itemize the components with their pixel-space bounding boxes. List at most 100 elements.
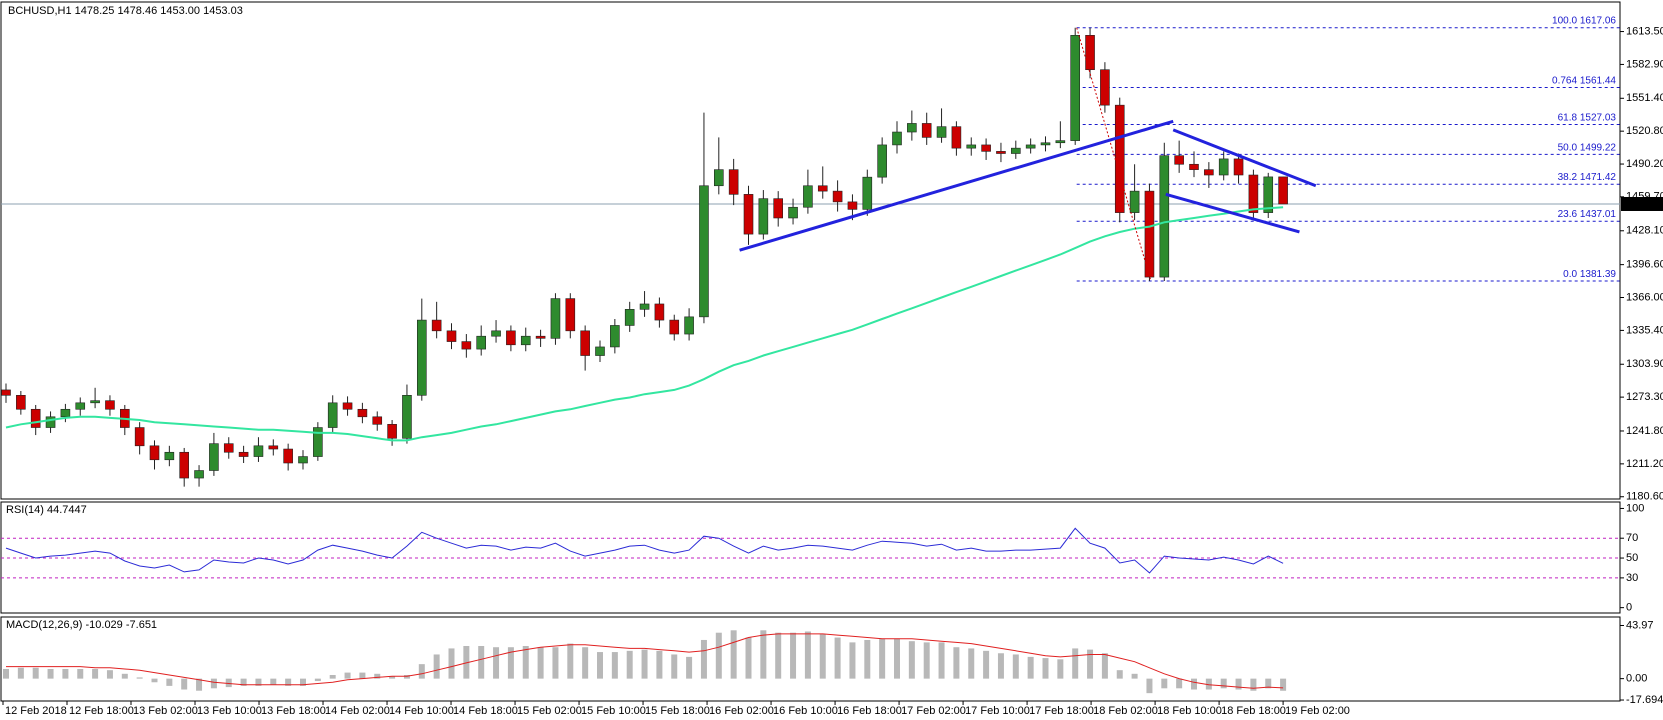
macd-bar — [1265, 678, 1272, 689]
candle-body — [862, 176, 873, 210]
macd-bar — [686, 656, 693, 679]
macd-bar — [106, 670, 113, 679]
macd-bar — [864, 639, 871, 679]
macd-bar — [151, 678, 158, 683]
macd-name: MACD(12,26,9) — [6, 619, 82, 631]
macd-bar — [225, 678, 232, 688]
y-tick-label: 0 — [1626, 602, 1632, 614]
candle-body — [75, 402, 86, 410]
candle-body — [90, 400, 100, 404]
candle-body — [788, 206, 798, 219]
x-tick-label: 18 Feb 18:00 — [1221, 705, 1286, 717]
x-tick-label: 14 Feb 10:00 — [389, 705, 454, 717]
candle-body — [595, 346, 605, 356]
candle-body — [1, 389, 11, 396]
y-tick-label: 100 — [1626, 502, 1644, 514]
trendline — [1172, 128, 1317, 188]
candle-body — [431, 319, 442, 332]
macd-bar — [1087, 649, 1094, 679]
macd-bar — [255, 678, 262, 686]
candle-body — [1040, 142, 1051, 146]
candle-body — [951, 126, 962, 149]
candle-body — [728, 169, 739, 195]
candle-body — [580, 330, 590, 356]
macd-bar — [433, 654, 440, 679]
candle-body — [892, 131, 902, 146]
candle-body — [283, 448, 293, 464]
candle-body — [1025, 144, 1036, 149]
header: BCHUSD,H1 1478.25 1478.46 1453.00 1453.0… — [8, 5, 243, 17]
macd-bar — [196, 678, 203, 691]
x-tick-label: 16 Feb 10:00 — [773, 705, 838, 717]
candle-body — [832, 190, 843, 203]
macd-bar — [270, 678, 277, 685]
rsi-panel — [0, 501, 1621, 614]
macd-bar — [3, 668, 9, 679]
macd-bar — [908, 641, 915, 679]
candle-body — [996, 151, 1006, 154]
candle-body — [1248, 174, 1259, 213]
macd-bar — [641, 649, 648, 679]
macd-bar — [1280, 678, 1287, 691]
trendline — [739, 119, 1174, 252]
candle-body — [446, 330, 457, 342]
candle-body — [1085, 35, 1095, 70]
candle-body — [387, 424, 397, 439]
candle-body — [105, 400, 115, 410]
macd-bar — [626, 650, 633, 679]
macd-bar — [1027, 656, 1034, 679]
candle-body — [684, 316, 694, 335]
candle-body — [1144, 190, 1155, 278]
rsi-line — [5, 527, 1284, 574]
candle-body — [253, 445, 264, 457]
x-tick-label: 17 Feb 18:00 — [1029, 705, 1094, 717]
macd-panel — [0, 616, 1621, 702]
candle-body — [1070, 35, 1080, 141]
candle-body — [45, 416, 56, 428]
candle-body — [194, 470, 204, 479]
candle-body — [847, 201, 858, 210]
candle-body — [550, 298, 561, 339]
candle-body — [669, 319, 680, 335]
candle-body — [758, 198, 769, 235]
moving-average — [5, 206, 1284, 442]
x-tick-label: 19 Feb 02:00 — [1285, 705, 1350, 717]
candle-body — [134, 427, 145, 447]
fib-level: 0.764 — [1552, 75, 1577, 86]
candle-body — [506, 330, 516, 346]
candle-body — [357, 408, 368, 418]
macd-bar — [1191, 678, 1197, 690]
fib-level: 61.8 — [1558, 112, 1578, 123]
macd-bar — [463, 646, 470, 679]
fib-label: 100.0 1617.06 — [1552, 15, 1616, 26]
rsi-name: RSI(14) — [6, 504, 44, 516]
candle-body — [936, 126, 947, 138]
fib-label: 61.8 1527.03 — [1558, 112, 1617, 123]
macd-bar — [730, 630, 737, 679]
y-tick-label: 30 — [1626, 572, 1638, 584]
y-tick-label: 1211.20 — [1626, 458, 1663, 470]
macd-bar — [522, 646, 529, 679]
y-tick-label: 1335.40 — [1626, 324, 1663, 336]
macd-bar — [181, 678, 188, 690]
macd-bar — [166, 678, 173, 686]
main-panel — [0, 1, 1621, 500]
macd-bar — [403, 675, 410, 679]
candle-body — [921, 123, 932, 138]
x-tick-label: 12 Feb 18:00 — [69, 705, 134, 717]
fib-label: 23.6 1437.01 — [1558, 209, 1617, 220]
candle-body — [654, 303, 665, 321]
macd-bar — [314, 678, 321, 682]
macd-bar — [819, 633, 826, 679]
macd-bar — [1250, 678, 1257, 691]
macd-bar — [760, 630, 767, 679]
x-tick-label: 18 Feb 02:00 — [1093, 705, 1158, 717]
y-tick-label: 1273.30 — [1626, 391, 1663, 403]
macd-bar — [493, 647, 500, 679]
fib-level: 0.0 — [1563, 269, 1577, 280]
candle-body — [1204, 169, 1214, 176]
x-tick-label: 18 Feb 10:00 — [1157, 705, 1222, 717]
macd-bar — [1176, 678, 1183, 689]
